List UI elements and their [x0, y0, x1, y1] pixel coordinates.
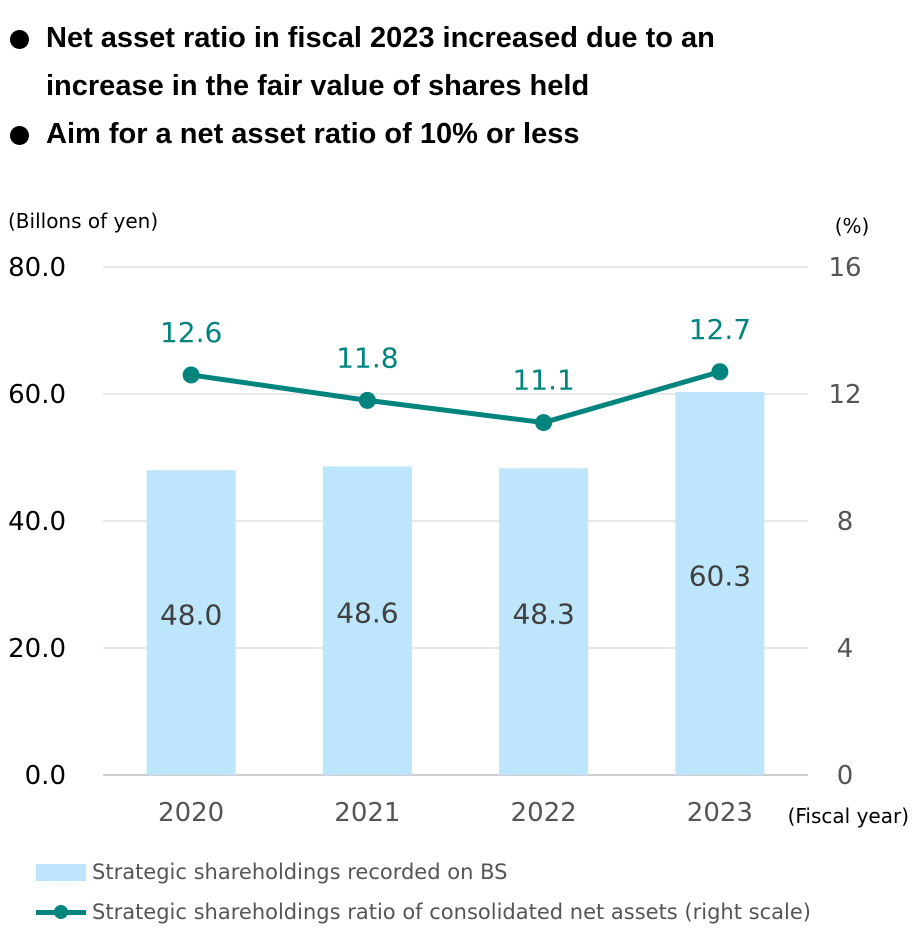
bar-data-label: 48.6: [336, 597, 398, 630]
bar: [146, 470, 236, 775]
line-point: [535, 414, 553, 432]
left-tick-label: 80.0: [8, 253, 66, 283]
legend-item-line: Strategic shareholdings ratio of consoli…: [36, 896, 811, 936]
bullet-2-line-1: Aim for a net asset ratio of 10% or less: [46, 118, 580, 150]
line-data-label: 11.1: [512, 364, 574, 397]
line-point: [711, 363, 729, 381]
right-tick-label: 0: [837, 761, 854, 791]
bar-series: 48.0 48.6 48.3 60.3: [146, 392, 765, 775]
bullet-1: Net asset ratio in fiscal 2023 increased…: [0, 14, 915, 110]
bar: [499, 468, 589, 775]
left-tick-label: 0.0: [25, 761, 66, 791]
right-tick-label: 4: [837, 634, 854, 664]
bullet-dot-icon: [10, 30, 29, 49]
left-tick-label: 60.0: [8, 380, 66, 410]
bullet-1-line-2: increase in the fair value of shares hel…: [46, 70, 590, 102]
bar: [322, 466, 412, 775]
bullet-dot-icon: [10, 126, 29, 145]
legend: Strategic shareholdings recorded on BS S…: [36, 856, 811, 936]
left-tick-label: 40.0: [8, 507, 66, 537]
bullet-1-line-1: Net asset ratio in fiscal 2023 increased…: [46, 22, 715, 54]
right-tick-label: 8: [837, 507, 854, 537]
legend-bar-swatch-icon: [36, 864, 86, 881]
series-line: [190, 369, 721, 426]
right-tick-label: 12: [828, 380, 861, 410]
legend-label-line: Strategic shareholdings ratio of consoli…: [92, 900, 811, 924]
legend-line-swatch-icon: [36, 905, 86, 919]
axes: 0.0 0 20.0 4 40.0 8 60.0 12 80.0 16 (Billons of ye…: [8, 209, 909, 828]
line-point: [358, 391, 376, 409]
left-tick-label: 20.0: [8, 634, 66, 664]
legend-item-bars: Strategic shareholdings recorded on BS: [36, 856, 811, 896]
bullet-list: Net asset ratio in fiscal 2023 increased…: [0, 14, 915, 158]
bar: [675, 392, 765, 775]
left-axis-unit-label: (Billons of yen): [8, 209, 158, 233]
combo-chart: 48.0 48.6 48.3 60.3 12.6 11.8 11.1 12.7 0.0 0 20…: [8, 209, 909, 828]
line-data-label: 12.7: [689, 313, 751, 346]
right-axis-unit-label: (%): [835, 214, 870, 238]
bullet-2: Aim for a net asset ratio of 10% or less: [0, 110, 915, 158]
bar-data-label: 48.0: [160, 599, 222, 632]
line-data-label: 11.8: [336, 341, 398, 374]
line-series: 12.6 11.8 11.1 12.7: [160, 313, 751, 432]
bar-data-label: 48.3: [512, 598, 574, 631]
bar-data-label: 60.3: [689, 560, 751, 593]
right-tick-label: 16: [828, 253, 861, 283]
line-data-label: 12.6: [160, 316, 222, 349]
category-label: 2021: [334, 798, 400, 828]
category-label: 2022: [511, 798, 577, 828]
x-axis-label: (Fiscal year): [788, 804, 909, 828]
category-label: 2020: [158, 798, 224, 828]
category-label: 2023: [687, 798, 753, 828]
line-point: [182, 366, 200, 384]
legend-label-bars: Strategic shareholdings recorded on BS: [92, 860, 508, 884]
